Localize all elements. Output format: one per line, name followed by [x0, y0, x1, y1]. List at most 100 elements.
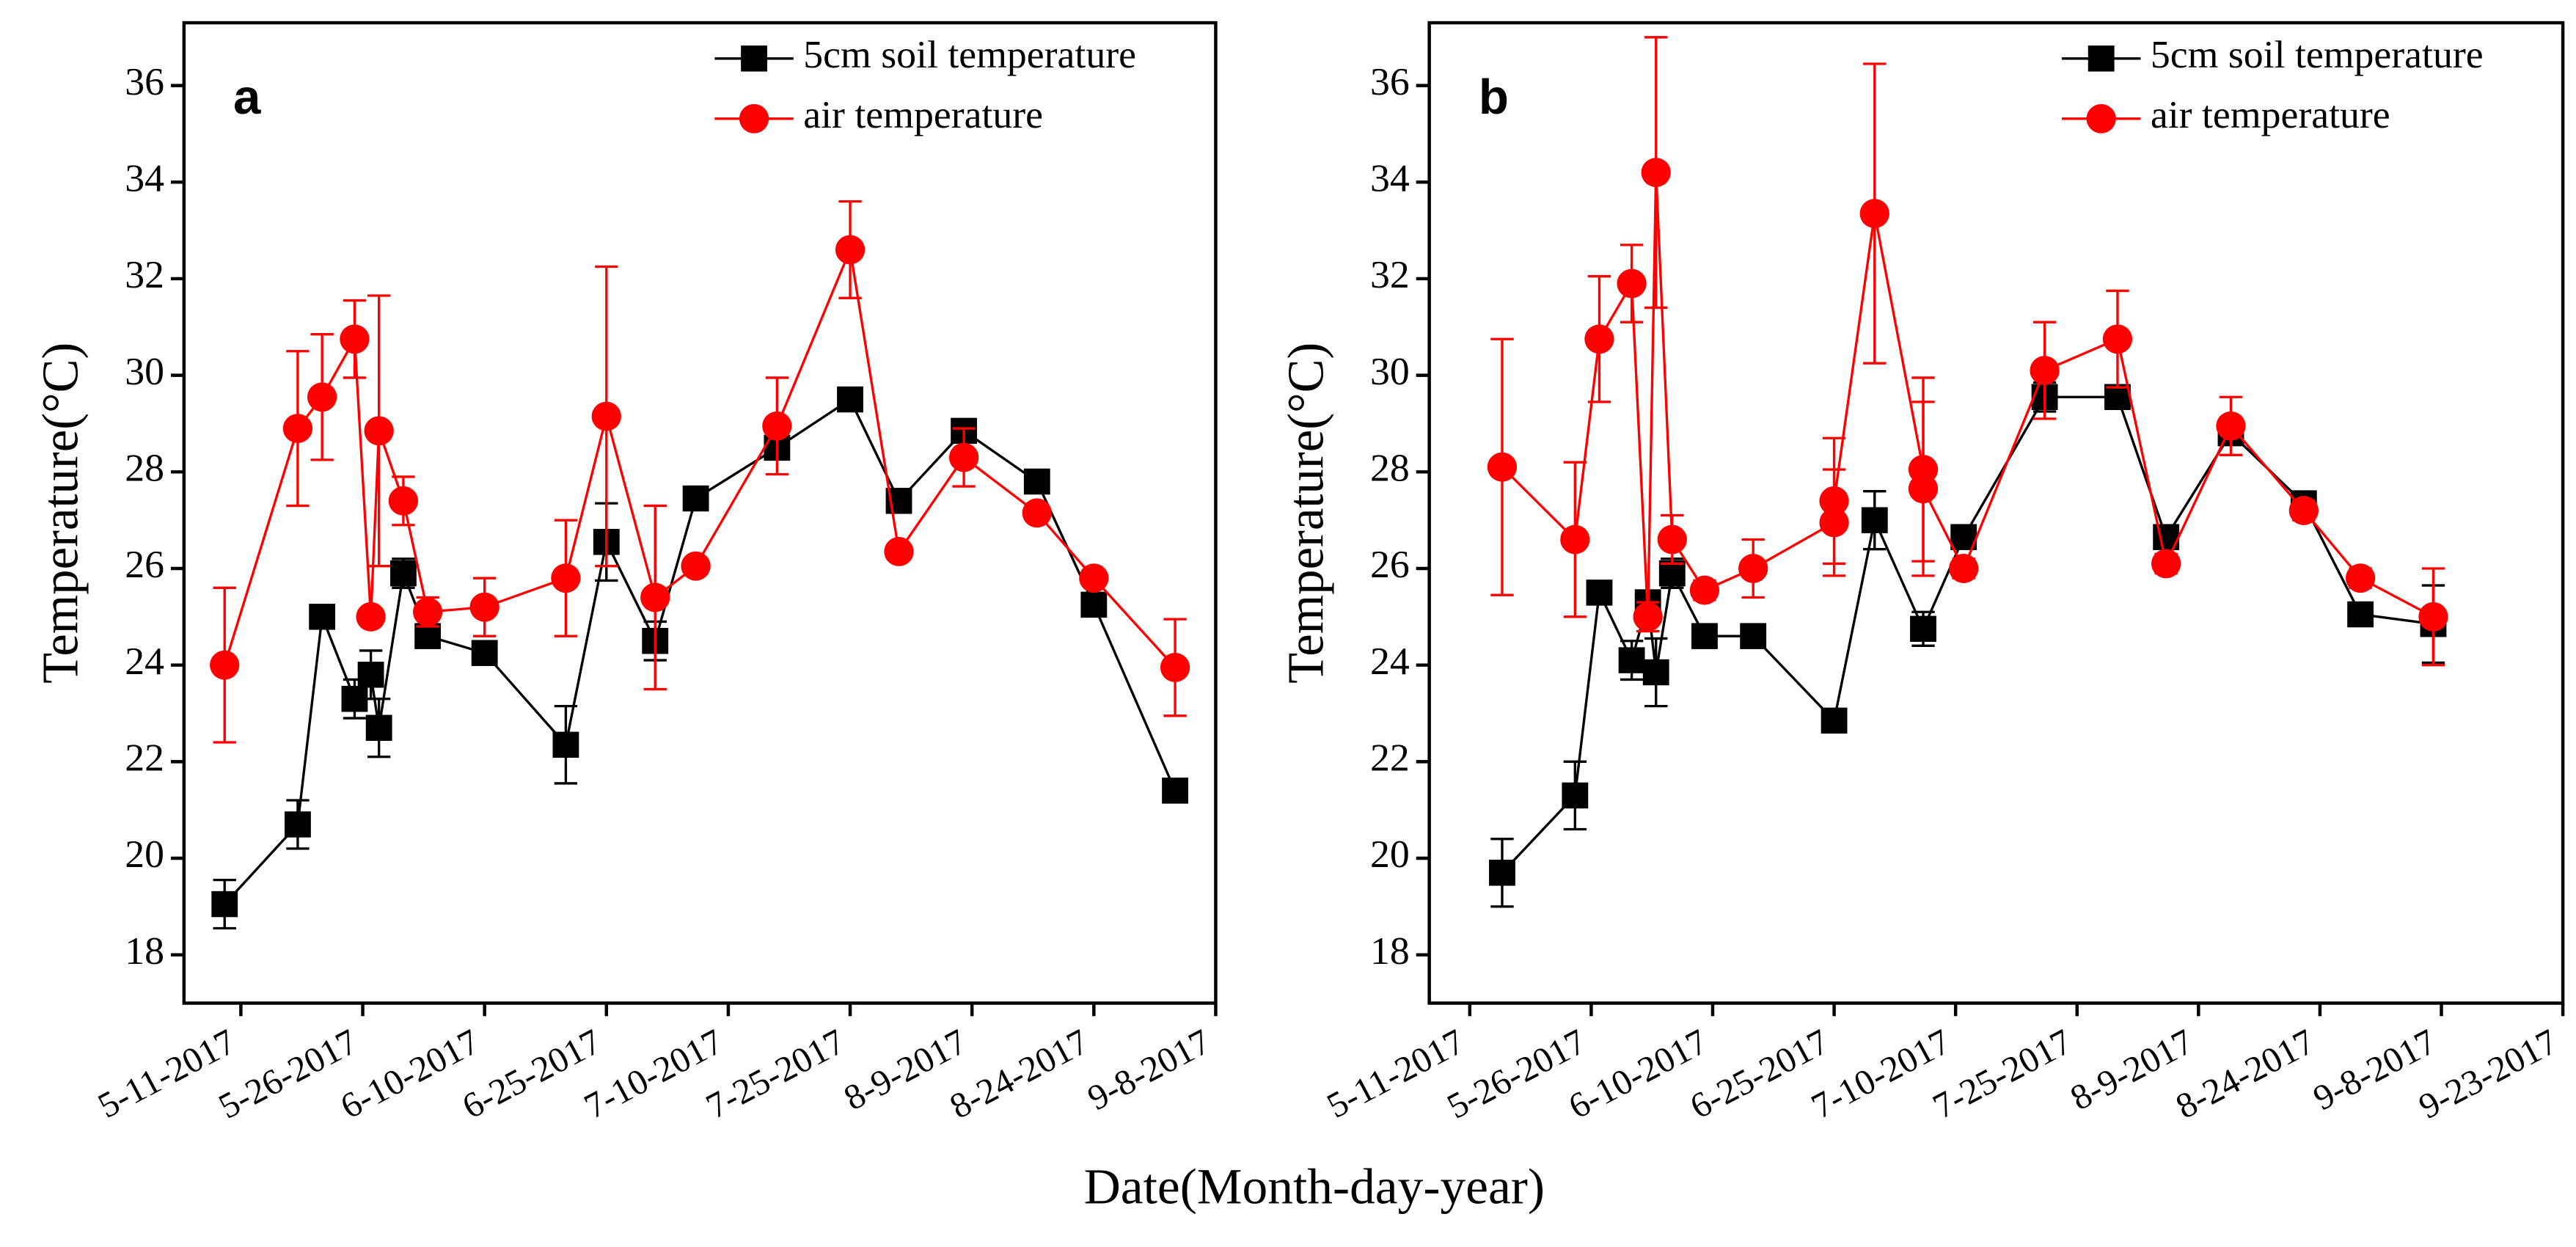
marker-circle: [364, 416, 394, 446]
y-tick-label: 24: [125, 639, 164, 683]
panel-label: a: [233, 70, 261, 125]
marker-square: [389, 560, 417, 587]
marker-square: [1023, 468, 1050, 495]
marker-circle: [1908, 474, 1939, 504]
marker-circle: [1022, 498, 1052, 528]
marker-square: [309, 604, 336, 630]
x-tick-label: 8-24-2017: [943, 1021, 1095, 1127]
marker-square: [284, 811, 311, 838]
y-tick-label: 18: [1370, 929, 1410, 973]
legend-label: 5cm soil temperature: [803, 32, 1136, 76]
marker-circle: [1949, 554, 1979, 583]
series-line: [223, 245, 1177, 669]
marker-square: [341, 686, 368, 712]
marker-square: [1821, 707, 1848, 734]
marker-circle: [1819, 508, 1849, 538]
marker-circle: [1633, 601, 1663, 632]
marker-square: [1691, 623, 1718, 649]
marker-circle: [1160, 653, 1190, 682]
plot-frame: [182, 21, 1218, 1005]
x-tick-label: 7-10-2017: [577, 1021, 729, 1127]
marker-circle: [1079, 563, 1109, 593]
marker-square: [211, 891, 238, 918]
legend-marker: [741, 45, 767, 72]
marker-circle: [1560, 524, 1590, 555]
marker-circle: [2345, 563, 2376, 593]
marker-circle: [1738, 554, 1768, 583]
marker-circle: [948, 442, 979, 472]
y-tick-label: 20: [1370, 832, 1410, 876]
marker-circle: [340, 324, 370, 354]
x-tick-label: 6-25-2017: [1683, 1021, 1835, 1127]
y-tick-label: 26: [1370, 542, 1410, 586]
marker-circle: [762, 411, 792, 441]
marker-square: [1642, 659, 1669, 686]
marker-square: [1618, 647, 1645, 673]
marker-circle: [2216, 411, 2246, 441]
x-tick-label: 6-10-2017: [334, 1021, 486, 1127]
y-tick-label: 22: [125, 736, 164, 780]
marker-circle: [1617, 268, 1647, 299]
marker-circle: [2288, 496, 2319, 525]
marker-circle: [307, 382, 337, 412]
y-axis-title: Temperature(°C): [32, 343, 88, 684]
marker-circle: [388, 486, 419, 516]
x-tick-label: 9-23-2017: [2412, 1021, 2564, 1127]
marker-square: [1562, 782, 1589, 809]
marker-square: [1740, 623, 1767, 649]
y-tick-label: 20: [125, 832, 164, 876]
marker-circle: [282, 414, 313, 444]
legend-label: air temperature: [803, 92, 1043, 136]
marker-circle: [640, 582, 670, 612]
x-tick-label: 7-10-2017: [1805, 1021, 1957, 1127]
marker-circle: [210, 650, 240, 680]
marker-square: [837, 386, 863, 413]
marker-circle: [1689, 575, 1720, 605]
plot-frame: [1427, 21, 2565, 1005]
marker-circle: [2151, 549, 2181, 579]
marker-circle: [2030, 356, 2060, 386]
panel: 182022242628303234365-11-20175-26-20176-…: [1277, 21, 2565, 1127]
y-tick-label: 26: [125, 542, 164, 586]
marker-circle: [412, 597, 443, 627]
y-tick-label: 30: [125, 349, 164, 393]
y-tick-label: 22: [1370, 736, 1410, 780]
panel: 182022242628303234365-11-20175-26-20176-…: [32, 21, 1218, 1127]
x-tick-label: 5-26-2017: [1441, 1021, 1592, 1127]
marker-square: [1489, 860, 1515, 886]
marker-square: [471, 640, 498, 666]
marker-circle: [681, 551, 711, 581]
marker-square: [2347, 601, 2374, 628]
marker-circle: [835, 235, 866, 265]
series-line: [1501, 172, 2434, 618]
marker-circle: [1657, 524, 1687, 555]
x-tick-label: 5-11-2017: [1320, 1021, 1471, 1126]
marker-square: [1910, 615, 1936, 643]
y-tick-label: 24: [1370, 639, 1410, 683]
legend-label: air temperature: [2151, 92, 2390, 136]
y-tick-label: 18: [125, 929, 164, 973]
marker-circle: [1584, 324, 1614, 354]
y-tick-label: 32: [1370, 252, 1410, 296]
marker-circle: [356, 601, 386, 632]
marker-square: [682, 485, 709, 512]
marker-square: [1162, 778, 1188, 804]
y-tick-label: 34: [125, 156, 164, 200]
legend-label: 5cm soil temperature: [2151, 32, 2484, 76]
marker-circle: [469, 592, 500, 622]
legend-marker: [2087, 45, 2115, 72]
x-axis-title: Date(Month-day-year): [1084, 1158, 1545, 1215]
y-axis-title: Temperature(°C): [1277, 343, 1333, 684]
marker-square: [357, 662, 384, 688]
marker-square: [1080, 591, 1108, 618]
legend-marker: [739, 103, 769, 134]
marker-circle: [1487, 452, 1518, 482]
y-tick-label: 32: [125, 252, 164, 296]
marker-square: [1586, 579, 1613, 606]
x-tick-label: 9-8-2017: [1081, 1021, 1217, 1118]
y-tick-label: 28: [125, 446, 164, 490]
x-tick-label: 6-10-2017: [1562, 1021, 1713, 1127]
marker-square: [365, 714, 392, 741]
y-tick-label: 30: [1370, 349, 1410, 393]
